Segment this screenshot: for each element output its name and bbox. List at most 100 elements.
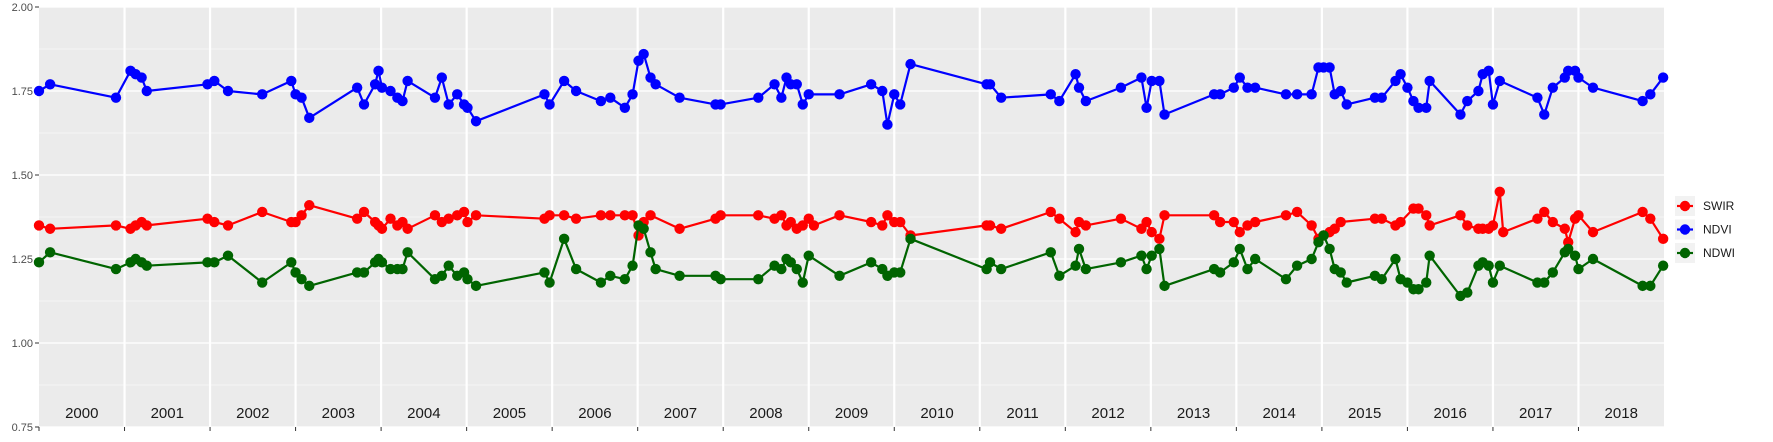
data-point-ndwi (776, 263, 787, 275)
year-label: 2006 (578, 405, 611, 422)
data-point-swir (1657, 233, 1669, 245)
data-point-ndvi (1532, 92, 1543, 103)
data-point-ndwi (1413, 284, 1424, 295)
data-point-ndwi (1154, 243, 1165, 255)
data-point-ndwi (286, 257, 297, 268)
year-label: 2008 (749, 405, 782, 422)
data-point-swir (1280, 210, 1292, 221)
data-point-swir (429, 210, 441, 221)
year-label: 2001 (151, 405, 184, 422)
data-point-swir (1070, 226, 1081, 238)
data-point-ndvi (544, 99, 555, 110)
data-point-ndwi (1569, 250, 1581, 261)
data-point-ndvi (1587, 82, 1599, 93)
data-point-swir (1214, 216, 1226, 228)
data-point-ndvi (834, 89, 845, 100)
year-label: 2003 (322, 405, 355, 422)
data-point-ndwi (1228, 257, 1240, 268)
data-point-swir (1559, 223, 1570, 234)
data-point-ndvi (358, 99, 370, 110)
data-point-swir (895, 216, 906, 228)
data-point-ndvi (1483, 65, 1494, 77)
data-point-swir (1498, 226, 1509, 238)
data-point-ndvi (1159, 109, 1170, 120)
data-point-ndvi (222, 85, 234, 97)
year-label: 2015 (1348, 405, 1381, 422)
legend-key-point (1679, 224, 1691, 235)
data-point-ndvi (429, 92, 441, 103)
data-point-ndwi (984, 257, 996, 268)
data-point-ndvi (462, 102, 473, 114)
y-tick-label: 2.00 (12, 2, 33, 14)
data-point-ndwi (1136, 250, 1147, 261)
data-point-ndvi (470, 116, 482, 127)
data-point-ndwi (570, 263, 582, 275)
data-point-ndvi (905, 58, 916, 70)
y-tick-label: 1.00 (12, 338, 33, 350)
data-point-ndvi (436, 72, 448, 83)
data-point-ndwi (436, 270, 448, 281)
data-point-ndwi (715, 273, 726, 285)
data-point-swir (1054, 213, 1065, 224)
data-point-swir (1329, 223, 1340, 234)
data-point-ndwi (1141, 263, 1152, 275)
data-point-ndvi (373, 65, 384, 77)
data-point-ndwi (462, 273, 473, 285)
data-point-ndwi (539, 267, 550, 278)
data-point-swir (1455, 210, 1466, 221)
data-point-ndvi (865, 79, 877, 90)
year-label: 2013 (1177, 405, 1210, 422)
data-point-swir (785, 216, 796, 228)
data-point-swir (1421, 210, 1432, 221)
data-point-ndwi (402, 247, 413, 258)
data-point-ndwi (33, 257, 45, 268)
data-point-ndwi (803, 250, 814, 261)
data-point-ndwi (1547, 267, 1559, 278)
data-point-ndvi (1136, 72, 1147, 83)
data-point-ndvi (797, 99, 808, 110)
data-point-ndvi (1324, 62, 1335, 73)
data-point-swir (984, 220, 996, 231)
data-point-ndvi (1455, 109, 1466, 120)
data-point-ndvi (1249, 82, 1261, 93)
data-point-ndvi (397, 95, 408, 107)
data-point-ndvi (1376, 92, 1387, 103)
data-point-ndwi (222, 250, 234, 261)
data-point-ndvi (44, 79, 56, 90)
y-tick-label: 1.50 (12, 170, 33, 182)
data-point-ndvi (882, 119, 893, 130)
data-point-ndwi (1291, 260, 1303, 271)
data-point-ndvi (1402, 82, 1413, 93)
data-point-swir (1080, 220, 1092, 231)
data-point-swir (1159, 210, 1170, 221)
data-point-swir (1532, 213, 1543, 224)
data-point-swir (544, 210, 555, 221)
data-point-ndvi (1045, 89, 1056, 100)
legend-key-point (1679, 247, 1691, 259)
data-point-swir (376, 223, 388, 234)
data-point-ndwi (1390, 253, 1401, 265)
data-point-ndwi (753, 273, 764, 285)
data-point-ndvi (1146, 75, 1157, 87)
data-point-swir (865, 216, 877, 228)
data-point-swir (558, 210, 570, 221)
data-point-ndvi (895, 99, 906, 110)
data-point-swir (882, 210, 893, 221)
data-point-ndwi (619, 273, 631, 285)
data-point-ndwi (470, 280, 482, 292)
data-point-ndvi (385, 85, 396, 97)
data-point-ndvi (1657, 72, 1669, 83)
data-point-ndvi (1214, 89, 1226, 100)
data-point-swir (1587, 226, 1599, 238)
data-point-ndwi (645, 247, 656, 258)
data-point-ndwi (1587, 253, 1599, 265)
data-point-swir (1154, 233, 1165, 245)
data-point-swir (470, 210, 482, 221)
data-point-ndvi (877, 85, 888, 97)
data-point-ndvi (539, 89, 550, 100)
data-point-ndwi (1214, 267, 1226, 278)
data-point-ndvi (638, 48, 649, 60)
data-point-ndvi (674, 92, 685, 103)
data-point-ndwi (1318, 230, 1329, 241)
data-point-ndwi (1424, 250, 1435, 261)
